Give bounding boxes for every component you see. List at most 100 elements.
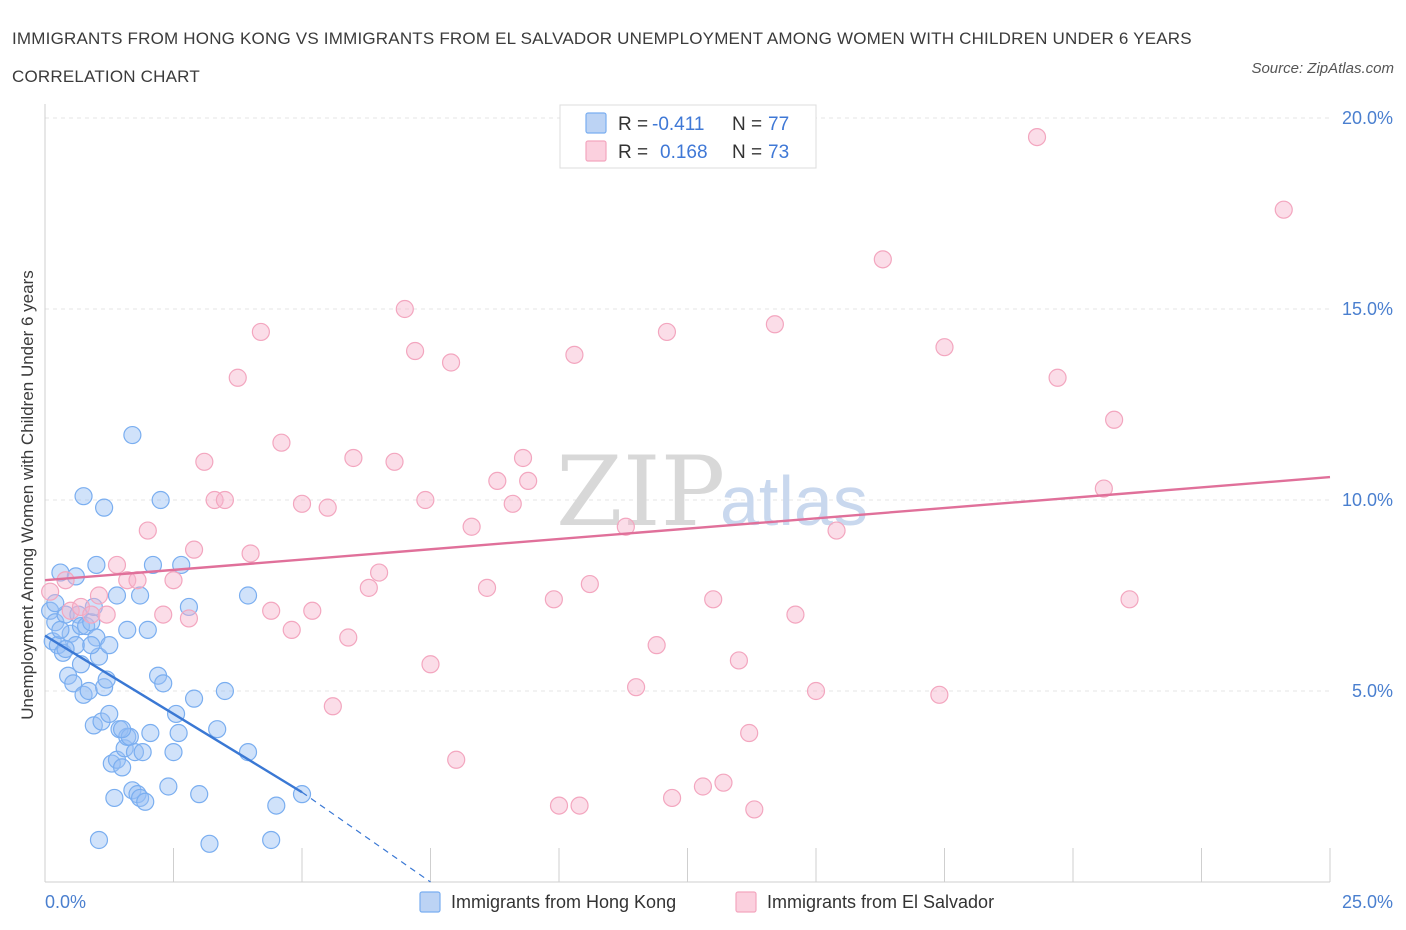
point-hong-kong-65 bbox=[100, 636, 119, 655]
point-el-salvador-18 bbox=[228, 368, 247, 387]
trend-line-hong-kong bbox=[44, 634, 303, 794]
point-el-salvador-17 bbox=[215, 490, 234, 510]
point-el-salvador-72 bbox=[1120, 590, 1139, 609]
point-hong-kong-28 bbox=[112, 758, 132, 777]
point-el-salvador-63 bbox=[806, 681, 826, 701]
point-el-salvador-26 bbox=[318, 498, 337, 517]
point-el-salvador-14 bbox=[184, 540, 204, 559]
point-el-salvador-29 bbox=[344, 448, 363, 468]
point-el-salvador-2 bbox=[61, 601, 80, 620]
point-el-salvador-66 bbox=[930, 685, 949, 704]
point-el-salvador-7 bbox=[107, 555, 127, 575]
point-hong-kong-40 bbox=[154, 674, 173, 693]
point-hong-kong-58 bbox=[143, 555, 163, 575]
watermark-zip: ZIP bbox=[556, 436, 725, 548]
point-el-salvador-27 bbox=[323, 697, 342, 716]
point-el-salvador-52 bbox=[647, 636, 666, 655]
point-hong-kong-23 bbox=[100, 704, 119, 724]
point-hong-kong-33 bbox=[125, 743, 145, 762]
point-hong-kong-20 bbox=[92, 712, 111, 731]
point-el-salvador-0 bbox=[41, 582, 60, 601]
point-el-salvador-20 bbox=[251, 322, 270, 342]
point-hong-kong-48 bbox=[215, 681, 234, 701]
point-el-salvador-48 bbox=[570, 796, 589, 815]
point-el-salvador-28 bbox=[339, 628, 358, 647]
legend-r-value-es: 0.168 bbox=[660, 142, 708, 163]
series-el-salvador-points bbox=[41, 128, 1293, 819]
point-el-salvador-62 bbox=[786, 605, 805, 624]
point-el-salvador-73 bbox=[1274, 200, 1293, 219]
series-legend: Immigrants from Hong Kong Immigrants fro… bbox=[419, 891, 994, 913]
point-hong-kong-55 bbox=[95, 498, 114, 517]
point-el-salvador-69 bbox=[1048, 368, 1067, 387]
trend-line-el-salvador bbox=[44, 475, 1331, 582]
point-el-salvador-37 bbox=[441, 353, 461, 372]
watermark-atlas: atlas bbox=[720, 462, 868, 540]
y-tick-label-0: 5.0% bbox=[1352, 681, 1393, 701]
point-hong-kong-54 bbox=[74, 487, 93, 506]
point-hong-kong-51 bbox=[267, 796, 286, 815]
point-hong-kong-57 bbox=[87, 555, 106, 575]
point-el-salvador-68 bbox=[1027, 128, 1047, 147]
x-tick-label-1: 25.0% bbox=[1342, 892, 1393, 912]
y-axis-title: Unemployment Among Women with Children U… bbox=[18, 270, 37, 719]
point-el-salvador-10 bbox=[138, 521, 157, 540]
legend-n-label-es: N = bbox=[732, 142, 762, 163]
point-el-salvador-54 bbox=[662, 788, 682, 808]
legend-n-value-hk: 77 bbox=[768, 114, 789, 135]
point-hong-kong-9 bbox=[64, 674, 83, 693]
point-el-salvador-6 bbox=[97, 605, 116, 624]
stats-legend: R = -0.411 N = 77 R = 0.168 N = 73 bbox=[559, 104, 817, 169]
legend-r-value-hk: -0.411 bbox=[652, 114, 704, 135]
point-hong-kong-70 bbox=[112, 720, 132, 739]
bottom-legend-label-hong-kong: Immigrants from Hong Kong bbox=[451, 892, 676, 912]
point-el-salvador-16 bbox=[205, 490, 224, 510]
point-el-salvador-31 bbox=[370, 563, 389, 582]
legend-r-label-hk: R = bbox=[618, 114, 648, 135]
point-el-salvador-15 bbox=[195, 452, 214, 471]
point-el-salvador-59 bbox=[740, 723, 759, 743]
point-hong-kong-71 bbox=[138, 620, 157, 639]
bottom-legend-swatch-el-salvador bbox=[735, 891, 757, 913]
point-el-salvador-30 bbox=[359, 578, 378, 597]
trend-line-hong-kong-extension bbox=[301, 791, 431, 883]
point-hong-kong-29 bbox=[115, 739, 134, 758]
point-hong-kong-45 bbox=[190, 785, 209, 804]
legend-r-label-es: R = bbox=[618, 142, 648, 163]
point-el-salvador-8 bbox=[118, 571, 137, 590]
x-tick-label-0: 0.0% bbox=[45, 892, 86, 912]
point-el-salvador-71 bbox=[1105, 410, 1124, 429]
point-el-salvador-57 bbox=[714, 773, 733, 792]
point-el-salvador-39 bbox=[462, 517, 481, 536]
series-hong-kong-points bbox=[41, 425, 312, 853]
point-el-salvador-24 bbox=[292, 494, 312, 513]
point-hong-kong-61 bbox=[107, 586, 127, 605]
point-hong-kong-64 bbox=[238, 586, 258, 605]
point-el-salvador-60 bbox=[745, 800, 764, 819]
point-hong-kong-44 bbox=[184, 689, 204, 708]
point-el-salvador-19 bbox=[241, 544, 260, 563]
point-el-salvador-25 bbox=[303, 601, 322, 620]
point-el-salvador-12 bbox=[164, 571, 183, 590]
watermark: ZIP atlas bbox=[556, 436, 868, 548]
y-tick-label-1: 10.0% bbox=[1342, 490, 1393, 510]
y-tick-labels: 5.0% 10.0% 15.0% 20.0% bbox=[1342, 108, 1393, 701]
point-el-salvador-47 bbox=[565, 345, 584, 364]
point-el-salvador-33 bbox=[395, 299, 414, 319]
bottom-legend-swatch-hong-kong bbox=[419, 891, 441, 913]
point-hong-kong-47 bbox=[208, 720, 227, 739]
point-el-salvador-58 bbox=[729, 651, 749, 670]
point-el-salvador-35 bbox=[416, 490, 435, 510]
point-hong-kong-37 bbox=[136, 792, 155, 811]
point-hong-kong-53 bbox=[123, 425, 142, 445]
point-el-salvador-36 bbox=[421, 655, 440, 674]
legend-swatch-hong-kong bbox=[585, 112, 607, 134]
point-hong-kong-42 bbox=[164, 743, 183, 762]
point-hong-kong-46 bbox=[200, 834, 219, 853]
point-hong-kong-62 bbox=[130, 586, 150, 605]
point-el-salvador-34 bbox=[405, 341, 425, 361]
point-el-salvador-67 bbox=[935, 338, 954, 357]
point-el-salvador-38 bbox=[447, 750, 466, 769]
legend-n-label-hk: N = bbox=[732, 114, 762, 135]
y-tick-label-3: 20.0% bbox=[1342, 108, 1393, 128]
